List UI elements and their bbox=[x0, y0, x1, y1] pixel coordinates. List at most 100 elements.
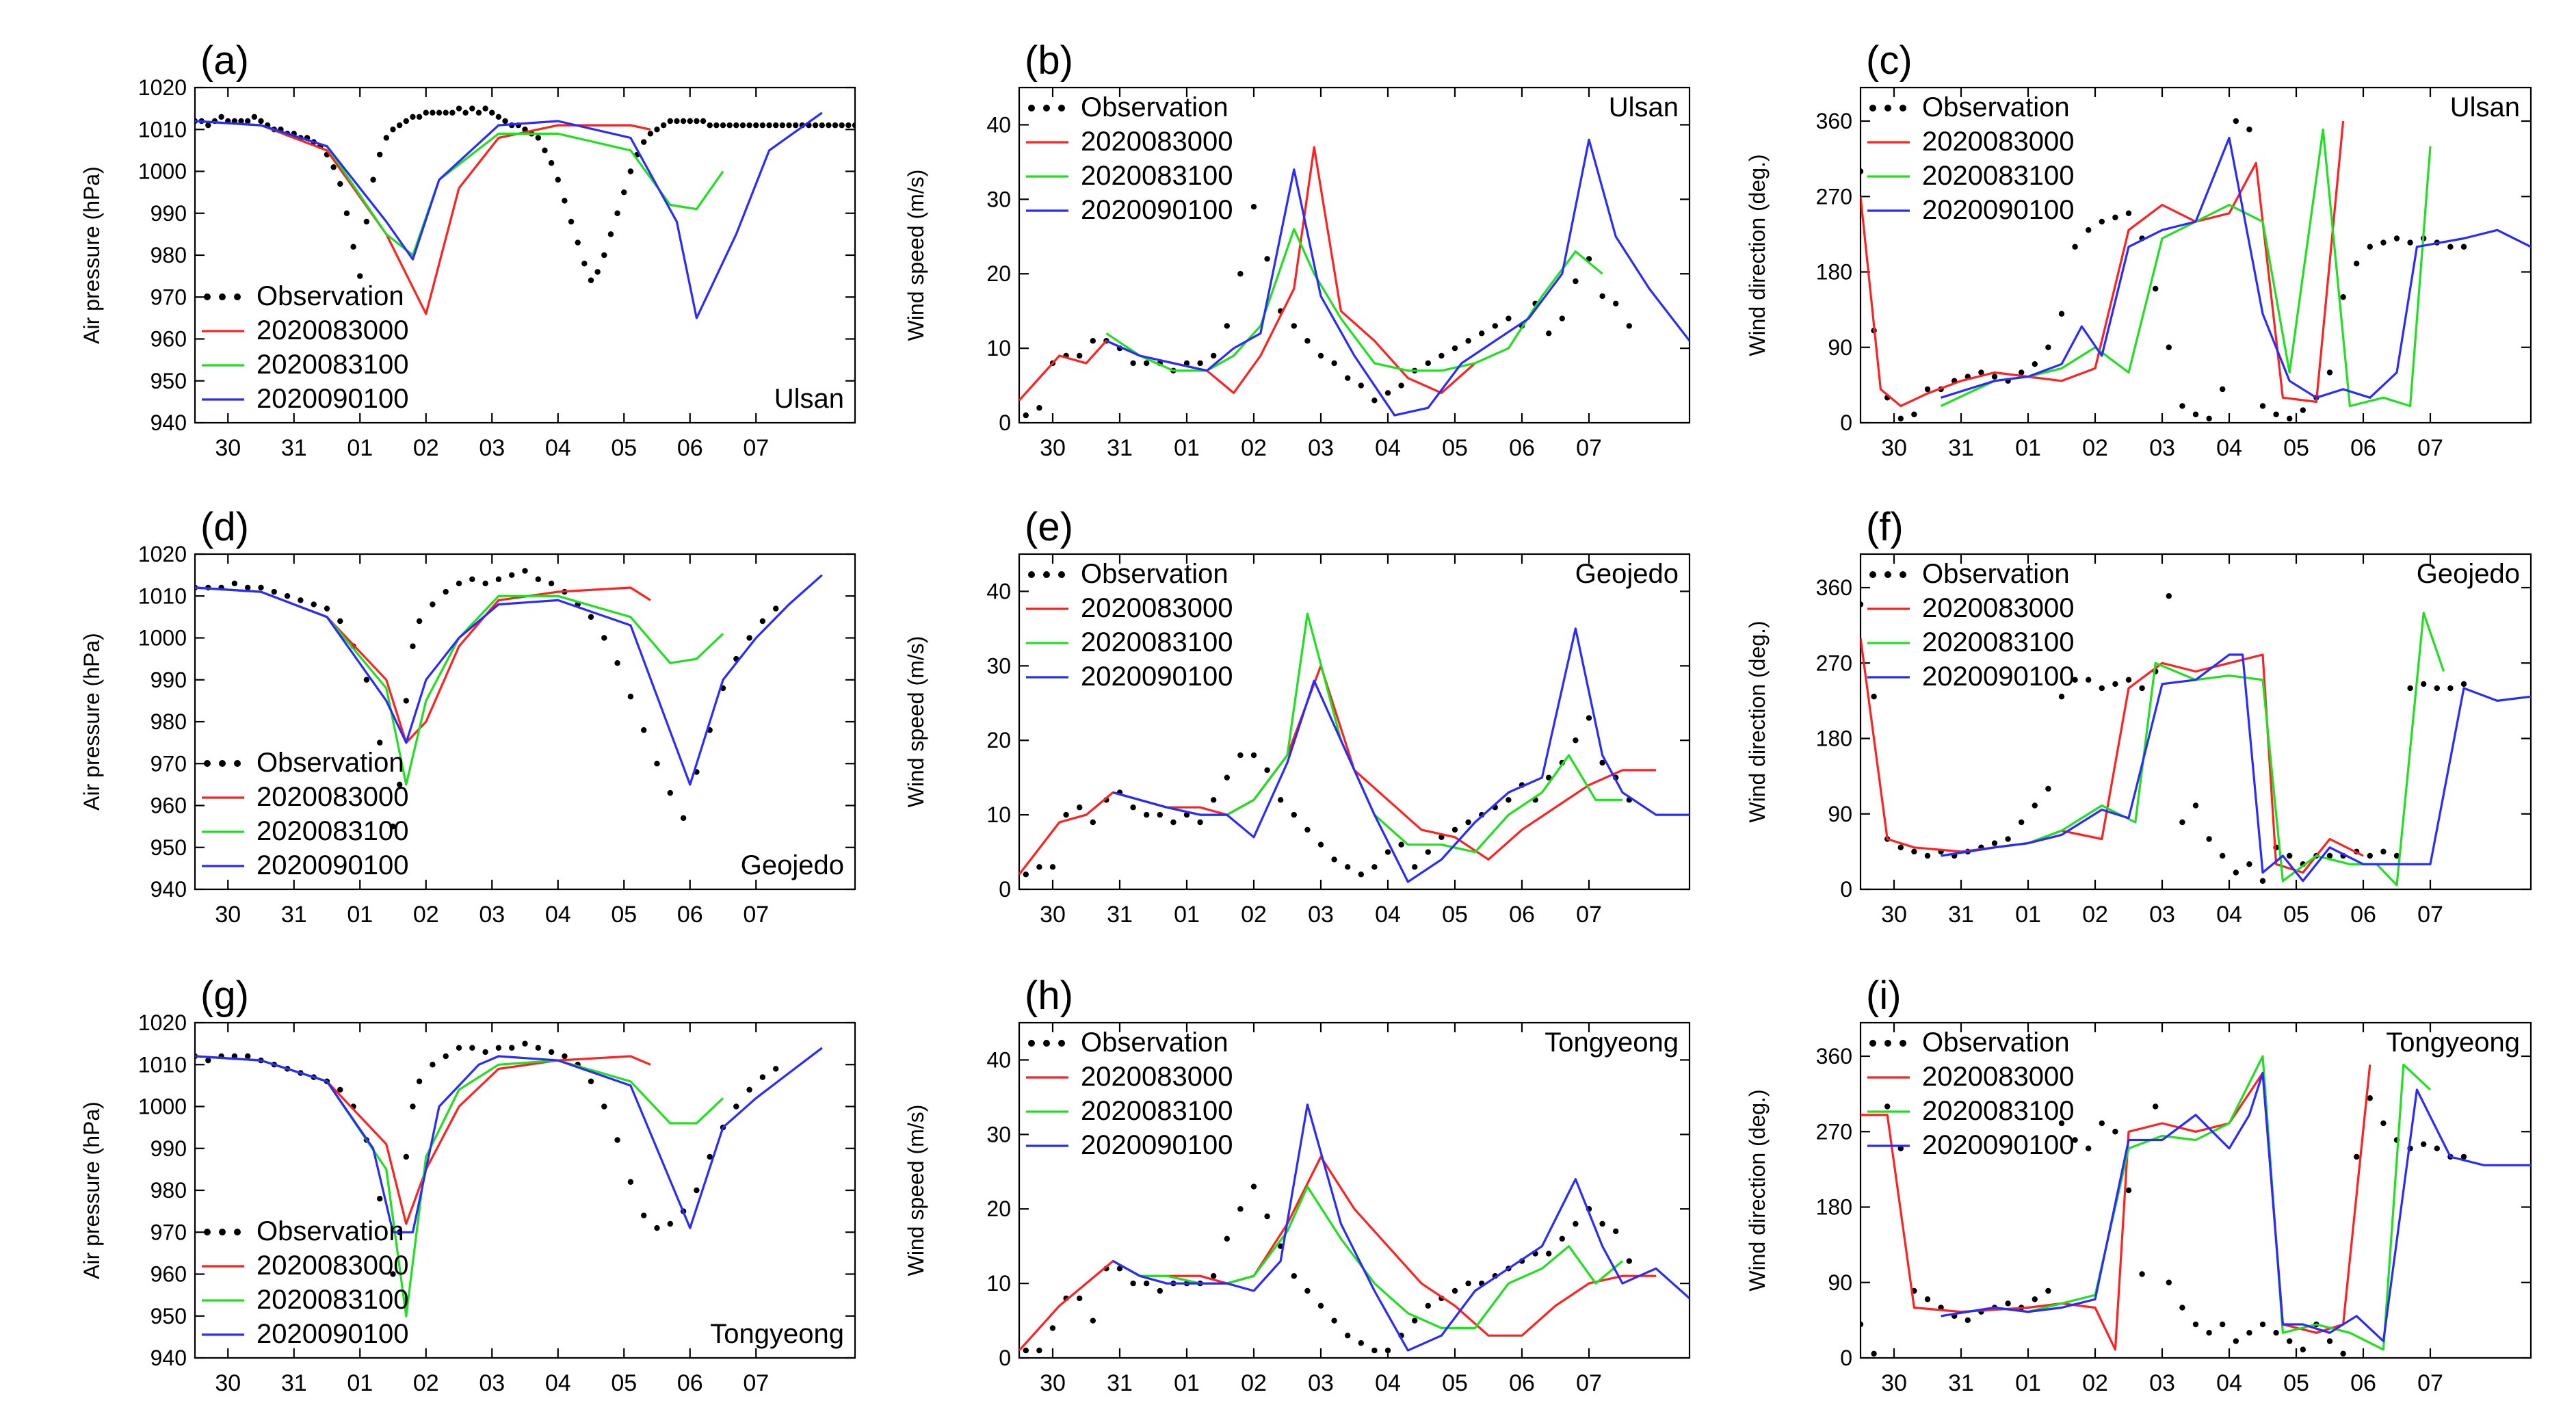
observation-point bbox=[812, 122, 819, 129]
observation-point bbox=[1451, 1287, 1458, 1294]
observation-point bbox=[337, 181, 343, 187]
observation-point bbox=[2393, 852, 2400, 859]
x-tick-label: 03 bbox=[479, 1370, 505, 1396]
observation-point bbox=[2220, 386, 2226, 393]
x-tick-label: 04 bbox=[1375, 1370, 1401, 1396]
x-tick-label: 01 bbox=[1174, 902, 1200, 928]
observation-point bbox=[324, 605, 330, 612]
series-line-2020083000 bbox=[1861, 1064, 2371, 1351]
legend-label: 2020083100 bbox=[257, 816, 408, 846]
panel-label: (e) bbox=[1025, 505, 1073, 549]
observation-point bbox=[2340, 294, 2346, 300]
observation-point bbox=[707, 1153, 713, 1160]
legend-dot-marker bbox=[219, 760, 226, 767]
y-tick-label: 1000 bbox=[138, 626, 187, 651]
observation-point bbox=[542, 147, 548, 154]
observation-point bbox=[1036, 405, 1042, 411]
y-tick-label: 360 bbox=[1816, 575, 1852, 600]
x-tick-label: 06 bbox=[2350, 902, 2376, 928]
observation-point bbox=[641, 727, 647, 733]
observation-point bbox=[2326, 1338, 2333, 1344]
series-line-2020083100 bbox=[1105, 228, 1603, 372]
observation-point bbox=[2367, 852, 2373, 859]
legend: Observation 2020083000 2020083100 202009010… bbox=[1867, 1027, 2074, 1160]
x-tick-label: 30 bbox=[1881, 902, 1907, 928]
x-tick-label: 01 bbox=[347, 1370, 373, 1396]
observation-point bbox=[1090, 338, 1096, 344]
observation-point bbox=[245, 118, 251, 125]
x-tick-label: 06 bbox=[1509, 435, 1535, 461]
observation-point bbox=[231, 580, 238, 587]
observation-point bbox=[2246, 1330, 2252, 1336]
x-tick-label: 03 bbox=[1308, 435, 1334, 461]
observation-point bbox=[1345, 1333, 1351, 1339]
legend-label: Observation bbox=[257, 748, 404, 778]
observation-point bbox=[2005, 836, 2011, 842]
observation-point bbox=[1023, 872, 1029, 878]
observation-point bbox=[2153, 285, 2159, 292]
y-tick-label: 0 bbox=[1840, 1346, 1852, 1370]
observation-point bbox=[495, 1045, 502, 1051]
legend-label: 2020083000 bbox=[1922, 1062, 2074, 1092]
legend-dot-marker bbox=[1869, 571, 1876, 578]
plot-frame bbox=[1859, 553, 2532, 891]
observation-point bbox=[1479, 330, 1485, 337]
series-group bbox=[195, 105, 855, 319]
observation-point bbox=[416, 114, 423, 120]
observation-point bbox=[1991, 374, 1998, 380]
y-tick-label: 970 bbox=[150, 751, 187, 776]
observation-point bbox=[390, 127, 396, 133]
legend-dot-marker bbox=[234, 760, 241, 767]
observation-point bbox=[2206, 1330, 2212, 1336]
observation-point bbox=[390, 823, 396, 830]
observation-point bbox=[1412, 1318, 1418, 1324]
legend-dot-marker bbox=[1058, 1040, 1065, 1047]
x-tick-label: 03 bbox=[2149, 435, 2175, 461]
observation-point bbox=[2086, 1145, 2092, 1151]
y-tick-label: 970 bbox=[150, 1220, 187, 1244]
legend-label: Observation bbox=[1081, 1027, 1228, 1058]
observation-point bbox=[2367, 244, 2373, 250]
observation-point bbox=[1871, 1350, 1877, 1357]
x-tick-label: 05 bbox=[611, 902, 637, 928]
panel-label: (h) bbox=[1025, 973, 1073, 1018]
x-tick-label: 30 bbox=[215, 435, 241, 461]
legend-label: 2020083100 bbox=[1081, 1096, 1233, 1126]
observation-point bbox=[1090, 819, 1096, 826]
x-tick-label: 31 bbox=[1107, 1370, 1133, 1396]
observation-point bbox=[2447, 685, 2454, 692]
observation-point bbox=[2139, 1271, 2145, 1277]
observation-point bbox=[410, 643, 416, 649]
observation-point bbox=[1425, 360, 1431, 367]
y-tick-label: 20 bbox=[986, 728, 1011, 752]
observation-point bbox=[1384, 1347, 1391, 1354]
observation-point bbox=[739, 122, 746, 129]
x-tick-label: 30 bbox=[1881, 435, 1907, 461]
observation-point bbox=[436, 109, 443, 116]
plot-frame bbox=[1018, 553, 1691, 891]
observation-point bbox=[1250, 752, 1257, 759]
observation-point bbox=[1211, 352, 1217, 359]
observation-point bbox=[469, 105, 475, 112]
y-tick-label: 1020 bbox=[138, 542, 187, 566]
legend-label: 2020083100 bbox=[1922, 627, 2074, 657]
observation-point bbox=[1144, 360, 1150, 367]
x-tick-label: 02 bbox=[2082, 1370, 2108, 1396]
x-tick-label: 05 bbox=[611, 435, 637, 461]
legend-label: 2020083100 bbox=[257, 350, 408, 380]
observation-point bbox=[1358, 1340, 1365, 1346]
legend-label: 2020090100 bbox=[257, 384, 408, 414]
x-tick-label: 07 bbox=[1576, 435, 1602, 461]
x-tick-label: 30 bbox=[215, 1370, 241, 1396]
y-tick-label: 1010 bbox=[138, 1052, 187, 1077]
y-tick-label: 990 bbox=[150, 1136, 187, 1161]
observation-point bbox=[720, 122, 726, 129]
x-tick-label: 04 bbox=[545, 902, 571, 928]
legend: Observation 2020083000 2020083100 202009010… bbox=[1867, 92, 2074, 225]
observation-point bbox=[2326, 369, 2333, 376]
observation-point bbox=[694, 1187, 700, 1194]
observation-point bbox=[1023, 1347, 1029, 1354]
observation-point bbox=[1358, 382, 1365, 389]
observation-point bbox=[2099, 1120, 2105, 1127]
observation-point bbox=[2192, 411, 2199, 417]
